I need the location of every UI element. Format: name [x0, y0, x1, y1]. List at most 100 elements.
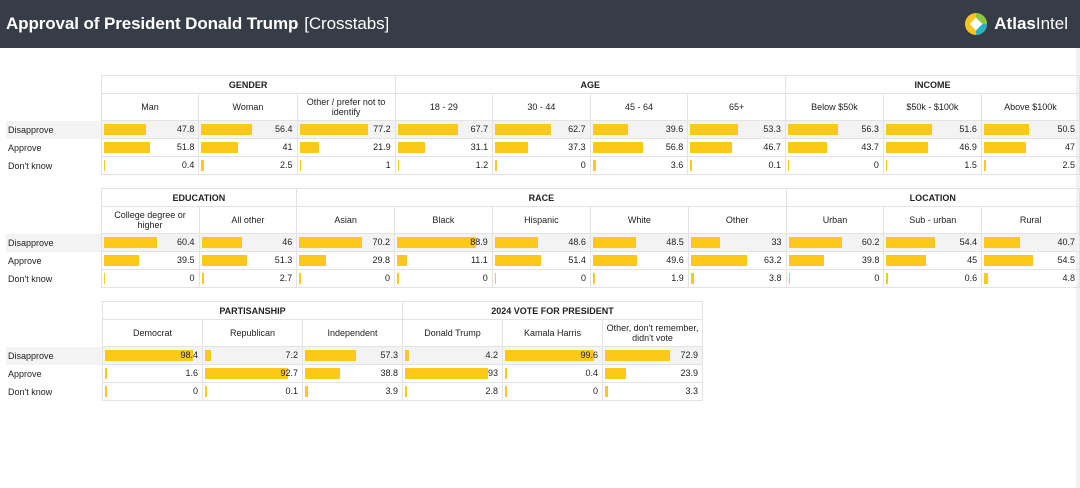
value-bar — [605, 386, 608, 397]
value-label: 54.4 — [959, 237, 978, 247]
value-label: 3.6 — [670, 160, 684, 170]
value-bar — [405, 368, 488, 379]
value-cell: 0.1 — [202, 382, 303, 401]
column-header: Asian — [296, 206, 396, 234]
value-label: 0.1 — [768, 160, 781, 170]
column-header: 18 - 29 — [394, 93, 494, 121]
value-label: 99.6 — [580, 350, 598, 360]
value-cell: 50.5 — [980, 120, 1080, 139]
value-label: 0 — [873, 160, 879, 170]
value-label: 0 — [580, 273, 586, 283]
table-row: Don't know 0 0.1 3.9 2.8 0 3.3 — [6, 382, 703, 401]
value-cell: 53.3 — [687, 120, 786, 139]
value-cell: 70.2 — [296, 233, 396, 252]
value-bar — [494, 273, 497, 284]
value-bar — [788, 273, 791, 284]
value-bar — [397, 273, 399, 284]
column-header: Above $100k — [980, 93, 1080, 121]
table-row: Disapprove 98.4 7.2 57.3 4.2 99.6 72.9 — [6, 346, 703, 365]
value-label: 3.8 — [769, 273, 782, 283]
corner-blank — [6, 302, 103, 320]
value-cell: 3.8 — [687, 269, 787, 288]
value-bar — [299, 160, 302, 171]
value-cell: 40.7 — [981, 233, 1080, 252]
value-label: 50.5 — [1057, 124, 1075, 134]
value-bar — [505, 350, 594, 361]
value-label: 56.8 — [665, 142, 684, 152]
value-cell: 7.2 — [202, 346, 303, 365]
value-bar — [105, 368, 107, 379]
atlasintel-logo-icon — [965, 13, 988, 35]
value-cell: 51.8 — [100, 138, 200, 157]
row-label: Don't know — [8, 273, 53, 284]
value-label: 0.4 — [585, 368, 598, 378]
value-label: 38.8 — [380, 368, 398, 378]
value-label: 49.6 — [666, 255, 684, 265]
value-label: 48.5 — [666, 237, 684, 247]
value-cell: 46.7 — [687, 138, 786, 157]
table-row: Disapprove 47.8 56.4 77.2 67.7 62.7 39.6 53.3 56… — [6, 120, 1080, 139]
table-row: Disapprove 60.4 46 70.2 88.9 48.6 48.5 33 60.2 54… — [6, 233, 1080, 252]
value-label: 0 — [592, 386, 598, 396]
value-cell: 0 — [502, 382, 603, 401]
value-cell: 1.5 — [882, 156, 982, 175]
value-bar — [299, 124, 369, 135]
row-label: Disapprove — [6, 120, 102, 139]
value-cell: 47.8 — [100, 120, 200, 139]
value-label: 51.8 — [176, 142, 195, 152]
value-cell: 23.9 — [602, 364, 703, 383]
value-cell: 60.4 — [100, 233, 200, 252]
value-bar — [885, 142, 928, 153]
page-header: Approval of President Donald Trump [Cross… — [0, 0, 1080, 48]
value-bar — [983, 142, 1026, 153]
value-cell: 2.5 — [198, 156, 298, 175]
value-label: 46.9 — [959, 142, 977, 152]
value-label: 60.2 — [861, 237, 880, 247]
crosstab-block: EDUCATION RACE LOCATION College degree or h… — [6, 188, 1080, 288]
column-header: 45 - 64 — [589, 93, 689, 121]
value-label: 92.7 — [280, 368, 298, 378]
value-cell: 0 — [492, 156, 591, 175]
value-cell: 43.7 — [784, 138, 884, 157]
value-cell: 4.2 — [402, 346, 503, 365]
value-bar — [886, 255, 927, 266]
value-label: 57.3 — [380, 350, 398, 360]
value-bar — [885, 124, 932, 135]
value-bar — [494, 237, 539, 248]
value-bar — [592, 255, 638, 266]
value-bar — [103, 255, 139, 266]
value-bar — [103, 142, 150, 153]
value-cell: 2.7 — [198, 269, 298, 288]
value-label: 51.4 — [568, 255, 586, 265]
value-bar — [592, 237, 637, 248]
table-row: Approve 1.6 92.7 38.8 93 0.4 23.9 — [6, 364, 703, 383]
value-cell: 56.3 — [784, 120, 884, 139]
value-label: 21.9 — [373, 142, 391, 152]
title-text: Approval of President Donald Trump — [6, 14, 299, 33]
value-bar — [205, 386, 207, 397]
value-label: 3.9 — [385, 386, 398, 396]
value-bar — [505, 368, 507, 379]
brand-name: AtlasIntel — [994, 14, 1068, 34]
value-bar — [105, 386, 107, 397]
crosstab-table: GENDER AGE INCOME Man Woman Other / prefer no… — [6, 75, 1080, 175]
value-bar — [690, 124, 738, 135]
value-bar — [201, 273, 204, 284]
column-header: 65+ — [687, 93, 786, 121]
value-cell: 72.9 — [602, 346, 703, 365]
value-label: 37.3 — [568, 142, 586, 152]
value-bar — [305, 386, 309, 397]
value-label: 77.2 — [373, 124, 391, 134]
value-bar — [885, 160, 888, 171]
column-header: $50k - $100k — [882, 93, 982, 121]
value-cell: 49.6 — [589, 251, 689, 270]
value-label: 47.8 — [176, 124, 195, 134]
corner-blank — [6, 189, 101, 207]
column-header: Woman — [198, 93, 298, 121]
value-label: 23.9 — [680, 368, 698, 378]
column-header-row: Man Woman Other / prefer not to identify 18… — [6, 93, 1080, 121]
value-label: 62.7 — [568, 124, 586, 134]
value-bar — [592, 124, 628, 135]
value-bar — [201, 142, 238, 153]
value-cell: 2.5 — [980, 156, 1080, 175]
